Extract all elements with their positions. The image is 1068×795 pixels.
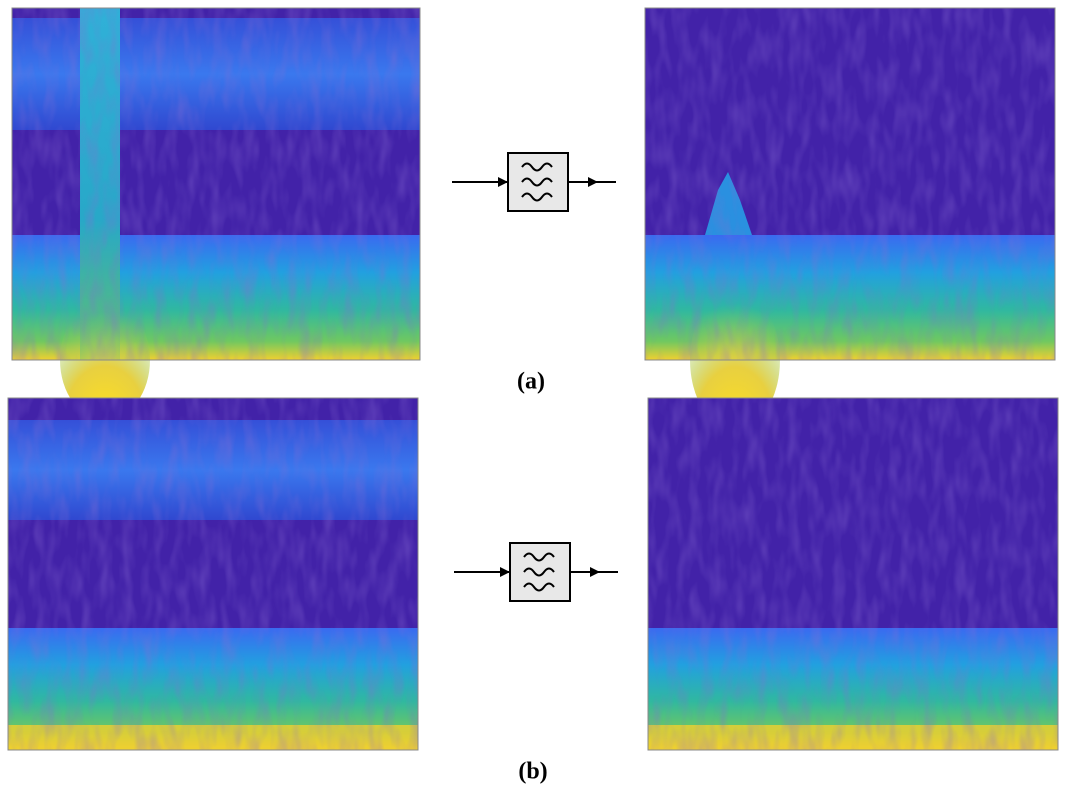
panel-label: (a) <box>517 369 545 395</box>
spectrogram-a-input <box>11 7 421 420</box>
filter-icon <box>451 152 617 212</box>
panel-label: (b) <box>518 759 547 785</box>
spectrogram-b-input <box>7 397 419 751</box>
filter-icon <box>453 542 619 602</box>
spectrogram-b-output <box>647 397 1059 751</box>
spectrogram-a-output <box>644 7 1056 430</box>
